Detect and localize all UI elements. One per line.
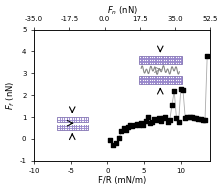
Point	[170, 104, 174, 107]
Point	[159, 119, 163, 122]
Point	[172, 89, 176, 92]
Bar	[139, 76, 182, 84]
Point	[126, 125, 130, 128]
Point	[181, 89, 185, 92]
Point	[201, 118, 205, 121]
X-axis label: $F_n$ (nN): $F_n$ (nN)	[107, 4, 138, 17]
Point	[122, 126, 125, 129]
Point	[137, 124, 141, 127]
Point	[142, 123, 145, 126]
Point	[115, 142, 118, 145]
Point	[175, 116, 178, 119]
Point	[153, 117, 156, 120]
Point	[192, 116, 196, 119]
Point	[186, 115, 189, 119]
Point	[190, 115, 194, 118]
Bar	[57, 117, 88, 122]
Point	[205, 54, 209, 57]
Point	[144, 119, 147, 122]
Point	[183, 116, 187, 119]
Point	[148, 122, 152, 125]
Point	[199, 117, 202, 120]
Point	[203, 118, 207, 121]
Point	[157, 117, 161, 120]
Point	[139, 122, 143, 125]
X-axis label: F/R (mN/m): F/R (mN/m)	[98, 176, 146, 185]
Point	[111, 144, 115, 147]
Point	[124, 128, 128, 131]
Point	[197, 117, 200, 120]
Point	[155, 118, 158, 121]
Point	[133, 123, 136, 126]
Point	[164, 115, 167, 118]
Y-axis label: $F_f$ (nN): $F_f$ (nN)	[4, 81, 17, 110]
Bar	[139, 56, 182, 64]
Point	[131, 125, 134, 128]
Point	[168, 118, 172, 121]
Point	[161, 116, 165, 119]
Point	[177, 120, 180, 123]
Point	[194, 116, 198, 119]
Point	[166, 120, 169, 123]
Point	[179, 88, 182, 91]
Bar	[57, 125, 88, 129]
Point	[120, 129, 123, 132]
Point	[117, 136, 121, 139]
Point	[128, 124, 132, 127]
Point	[146, 115, 150, 119]
Point	[135, 122, 139, 125]
Point	[108, 139, 111, 142]
Point	[151, 120, 154, 123]
Point	[188, 115, 191, 118]
